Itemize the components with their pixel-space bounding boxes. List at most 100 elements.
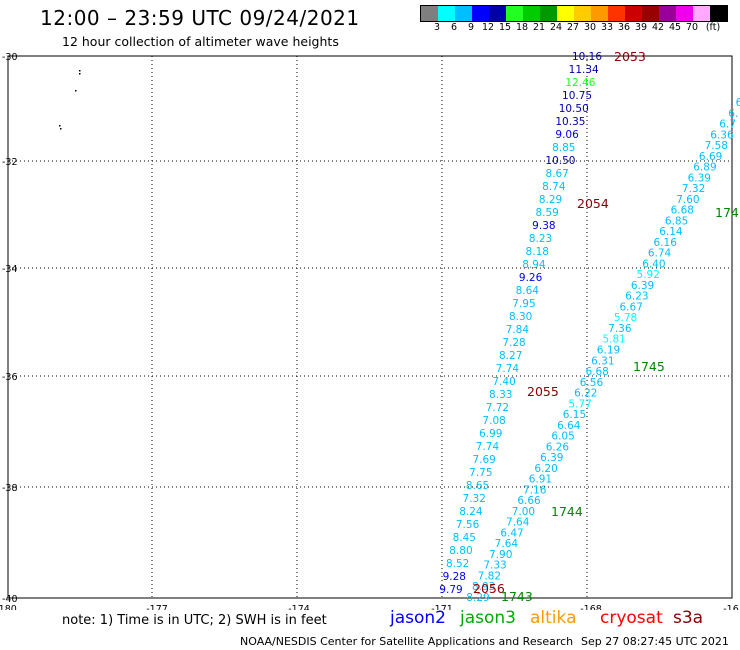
wave-height-west-track: 7.74 [476,441,500,453]
colorbar-label: 3 [433,22,441,33]
wave-height-west-track: 8.67 [545,168,568,180]
colorbar-swatch [574,6,591,21]
colorbar-swatch [421,6,438,21]
map-subtitle: 12 hour collection of altimeter wave hei… [62,34,339,49]
wave-height-east-track: 6.16 [654,237,678,249]
colorbar-label: 45 [668,22,682,33]
colorbar-label: 6 [450,22,458,33]
wave-height-map: -180 -177 -174 -171 -168 -16 -30 -32 -34 -36 -38 -4… [0,49,740,610]
wave-height-west-track: 9.79 [439,584,462,596]
island-dot [75,90,77,92]
wave-height-west-track: 8.85 [552,142,575,154]
colorbar-swatch [642,6,659,21]
colorbar-swatch [625,6,642,21]
colorbar-label: 70 [685,22,699,33]
longitude-tick-label: -171 [431,604,453,610]
latitude-tick-label: -34 [2,264,18,275]
colorbar-label: 27 [566,22,580,33]
wave-height-east-track: 6.31 [591,355,614,367]
wave-height-west-track: 9.28 [443,571,466,583]
wave-height-east-track: 6.39 [688,172,711,184]
wave-height-west-track: 8.27 [499,350,522,362]
wave-height-east-track: 6.05 [551,431,574,443]
legend-altika: altika [530,608,577,628]
colorbar-label: (ft) [705,22,721,33]
wave-height-west-track: 8.94 [522,259,546,271]
wave-height-east-track: 7.16 [523,484,547,496]
wave-height-west-track: 7.72 [486,402,509,414]
wave-height-west-track: 8.52 [446,558,469,570]
credit-line: NOAA/NESDIS Center for Satellite Applica… [240,635,574,648]
wave-height-east-track: 6.64 [557,420,581,432]
colorbar-swatch [659,6,676,21]
wave-height-west-track: 7.74 [496,363,520,375]
legend-s3a: s3a [673,608,704,628]
wave-height-west-track: 11.34 [569,64,599,76]
wave-height-west-track: 8.45 [453,532,476,544]
wave-height-east-track: 7.00 [512,506,535,518]
pass-time-label: 2054 [577,196,609,211]
colorbar-swatch [523,6,540,21]
longitude-tick-label: -168 [580,604,602,610]
wave-height-west-track: 10.35 [555,116,585,128]
map-frame [7,55,733,599]
latitude-tick-label: -32 [2,157,18,168]
wave-height-west-track: 8.74 [542,181,566,193]
legend-cryosat: cryosat [600,608,663,628]
colorbar-label: 36 [617,22,631,33]
wave-height-east-track: 7.58 [705,140,728,152]
wave-height-east-track: 6.20 [534,463,557,475]
wave-height-west-track: 8.59 [535,207,558,219]
latitude-tick-label: -30 [2,52,18,63]
colorbar-label: 24 [549,22,563,33]
colorbar-swatch [472,6,489,21]
legend-jason2: jason2 [390,608,446,628]
island-dot [59,125,61,127]
wave-height-west-track: 7.32 [463,493,486,505]
wave-height-west-track: 9.26 [519,272,543,284]
colorbar-swatch [591,6,608,21]
island-dot [60,128,62,130]
wave-height-east-track: 6.56 [580,377,604,389]
pass-time-label: 2055 [527,384,559,399]
island-dot [79,73,81,75]
wave-height-west-track: 8.18 [526,246,549,258]
wave-height-west-track: 7.40 [492,376,515,388]
wave-height-east-track: 5.92 [637,269,660,281]
wave-height-east-track: 5.78 [614,312,637,324]
wave-height-east-track: 8.29 [466,592,489,604]
wave-height-west-track: 10.75 [562,90,592,102]
wave-height-east-track: 7.36 [608,323,632,335]
wave-height-east-track: 6.15 [563,409,586,421]
wave-height-east-track: 6.23 [625,291,648,303]
wave-height-east-track: 6. [728,108,738,120]
wave-height-east-track: 6.39 [631,280,654,292]
colorbar-swatch [455,6,472,21]
wave-height-west-track: 7.69 [472,454,495,466]
wave-height-west-track: 8.30 [509,311,532,323]
wave-height-west-track: 8.24 [459,506,483,518]
wave-height-west-track: 8.23 [529,233,552,245]
wave-height-east-track: 7.33 [483,560,506,572]
wave-height-east-track: 7.64 [495,538,519,550]
wave-height-east-track: 6.68 [671,205,694,217]
map-title: 12:00 – 23:59 UTC 09/24/2021 [40,6,360,30]
colorbar-swatch [710,6,727,21]
pass-time-label: 174 [715,205,739,220]
wave-height-west-track: 8.64 [516,285,540,297]
wave-height-west-track: 8.65 [466,480,489,492]
longitude-tick-label: -180 [0,604,17,610]
wave-height-east-track: 6.69 [699,151,722,163]
colorbar-label: 15 [498,22,512,33]
wave-height-east-track: 6.14 [659,226,683,238]
wave-height-west-track: 7.56 [456,519,480,531]
wave-height-west-track: 8.80 [449,545,472,557]
colorbar-swatch [608,6,625,21]
wave-height-west-track: 8.33 [489,389,512,401]
legend-jason3: jason3 [460,608,516,628]
island-dot [79,70,81,72]
wave-height-east-track: 6.36 [710,129,734,141]
wave-height-east-track: 7.64 [506,517,530,529]
wave-height-east-track: 7.32 [682,183,705,195]
wave-height-west-track: 10.50 [545,155,575,167]
